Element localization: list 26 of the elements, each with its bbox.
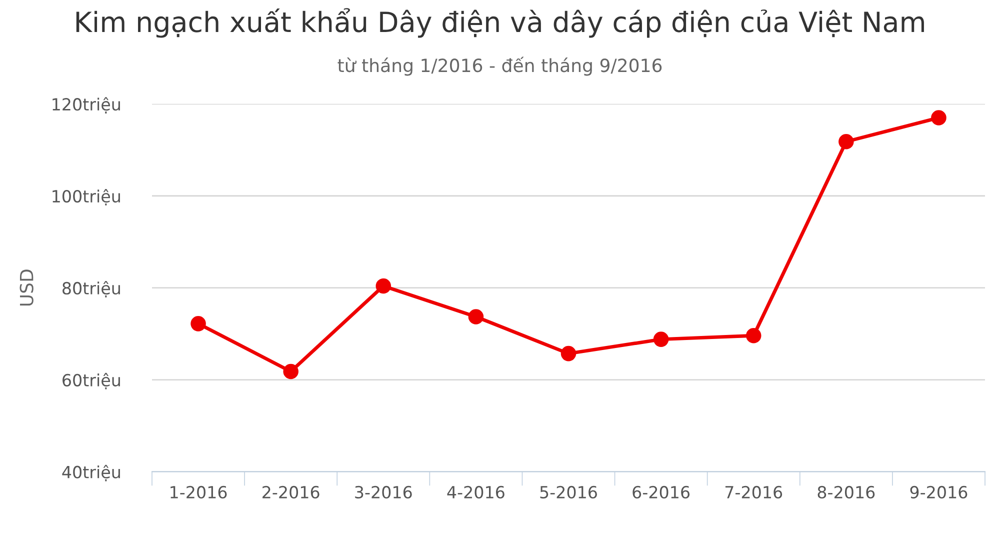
point — [838, 134, 854, 150]
x-tick-label: 9-2016 — [910, 486, 968, 498]
y-tick-label: 60triệu — [62, 372, 120, 390]
x-tick-label: 2-2016 — [262, 486, 320, 498]
point — [468, 309, 484, 324]
x-tick-label: 8-2016 — [818, 486, 875, 498]
point — [190, 316, 206, 332]
point — [283, 364, 298, 380]
x-tick-label: 4-2016 — [447, 486, 504, 498]
y-tick-label: 40triệu — [62, 464, 120, 482]
y-tick-label: 100triệu — [52, 189, 120, 206]
x-tick-label: 6-2016 — [632, 486, 690, 498]
point — [746, 328, 762, 344]
x-tick-label: 1-2016 — [170, 486, 227, 498]
y-axis-title: USD — [20, 270, 34, 306]
point — [931, 110, 946, 126]
y-tick-label: 80triệu — [62, 280, 120, 298]
x-tick-label: 3-2016 — [355, 486, 412, 498]
x-tick-label: 7-2016 — [725, 486, 782, 498]
chart-subtitle: từ tháng 1/2016 - đến tháng 9/2016 — [338, 56, 662, 76]
x-tick-label: 5-2016 — [540, 486, 597, 498]
point — [376, 278, 392, 294]
chart-title: Kim ngạch xuất khẩu Dây điện và dây cáp điện của Việt Nam — [76, 8, 924, 38]
point — [653, 332, 669, 347]
point — [560, 346, 576, 362]
y-tick-label: 120triệu — [52, 97, 120, 114]
